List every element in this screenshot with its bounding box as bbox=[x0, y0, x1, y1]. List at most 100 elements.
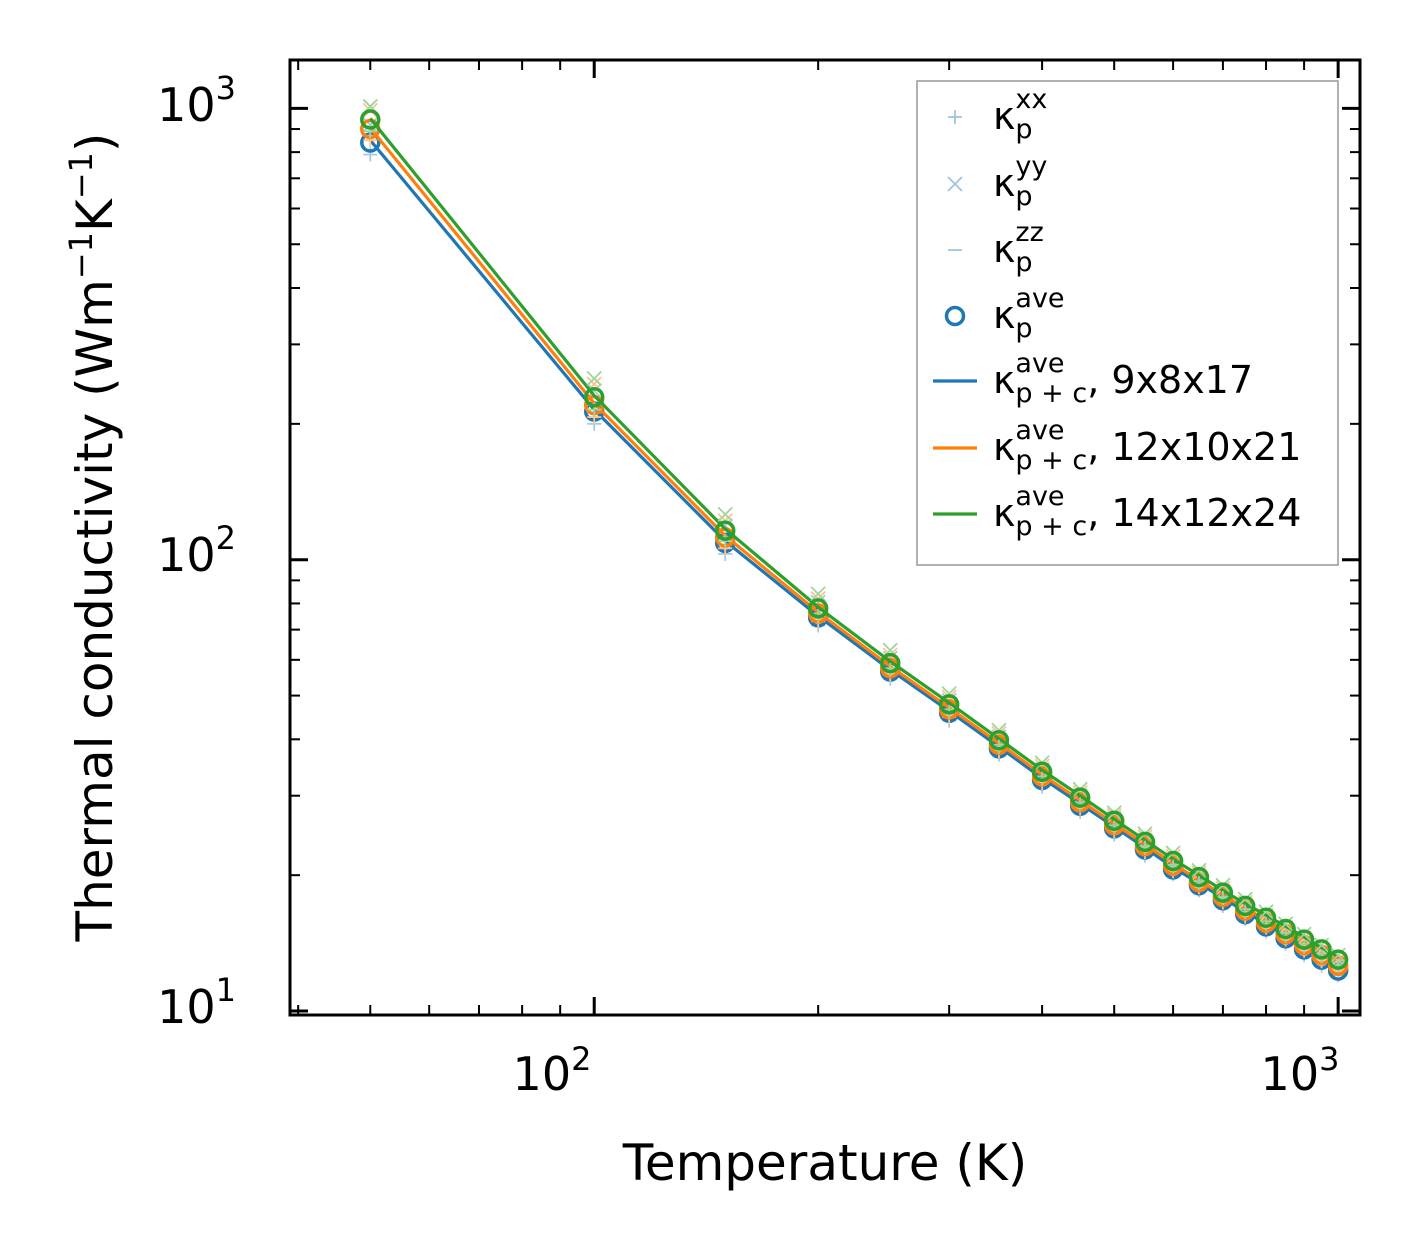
kp-ave-point bbox=[1031, 761, 1053, 782]
legend-entry-0: κpxx bbox=[948, 84, 1047, 145]
kp-ave-point bbox=[1234, 895, 1256, 917]
y-axis-label-end: ) bbox=[66, 133, 124, 153]
axes-frame bbox=[288, 58, 1362, 1017]
kp-ave-point bbox=[938, 694, 960, 715]
series-14x12x24 bbox=[360, 98, 1349, 973]
legend-kappa: κ bbox=[993, 94, 1015, 138]
plot-area bbox=[360, 98, 1349, 983]
kp-ave-point bbox=[714, 520, 736, 541]
x-tick-label-1000-base: 10 bbox=[1261, 1047, 1320, 1101]
y-tick-label-1000: 103 bbox=[157, 69, 236, 132]
legend-label-0: κpxx bbox=[993, 84, 1047, 145]
kp-ave-point bbox=[1311, 939, 1332, 960]
legend-label-1: κpyy bbox=[993, 151, 1047, 212]
kp-ave-point bbox=[988, 730, 1010, 751]
y-axis-label-exp2: −1 bbox=[62, 152, 100, 199]
kpc-ave-line-14x12x24 bbox=[369, 117, 1339, 959]
legend-sub: p bbox=[1015, 313, 1032, 344]
kp-ave-point bbox=[1212, 882, 1234, 903]
y-tick-label-1000-base: 10 bbox=[157, 78, 216, 132]
kp-ave-point bbox=[1188, 866, 1210, 888]
legend-sup: xx bbox=[1015, 84, 1047, 115]
legend-sub: p bbox=[1015, 247, 1032, 278]
kp-ave-point bbox=[1275, 918, 1296, 940]
legend-label-6: κp + cave , 14x12x24 bbox=[993, 481, 1301, 542]
legend-suffix: , 14x12x24 bbox=[1087, 491, 1301, 535]
x-tick-label-1000-exp: 3 bbox=[1319, 1040, 1339, 1078]
legend-label-5: κp + cave , 12x10x21 bbox=[993, 415, 1301, 476]
legend-label-4: κp + cave , 9x8x17 bbox=[993, 348, 1253, 409]
legend-suffix: , 9x8x17 bbox=[1087, 358, 1253, 402]
y-tick-label-100-base: 10 bbox=[157, 528, 216, 582]
legend-sub: p + c bbox=[1015, 445, 1087, 476]
legend-entry-5: κp + cave , 12x10x21 bbox=[933, 415, 1301, 476]
legend-kappa: κ bbox=[993, 293, 1015, 337]
minor-ticks bbox=[290, 60, 1360, 1015]
kp-ave-point bbox=[1134, 831, 1156, 853]
kp-ave-point bbox=[880, 652, 901, 674]
kp-ave-point bbox=[360, 109, 381, 130]
kp-ave-point bbox=[583, 387, 605, 408]
y-tick-label-10-exp: 1 bbox=[216, 971, 236, 1009]
kp-yy-point bbox=[1258, 904, 1274, 920]
legend-label-3: κpave bbox=[993, 283, 1065, 344]
legend-sup: ave bbox=[1015, 283, 1064, 314]
legend-marker-circle bbox=[944, 305, 966, 327]
kp-yy-point bbox=[810, 586, 826, 602]
legend-label-2: κpzz bbox=[993, 217, 1044, 278]
legend-entry-2: κpzz bbox=[948, 217, 1044, 278]
y-tick-label-10: 101 bbox=[157, 971, 236, 1034]
legend-kappa: κ bbox=[993, 425, 1015, 469]
kp-yy-point bbox=[586, 370, 602, 387]
legend-sub: p + c bbox=[1015, 378, 1087, 409]
legend-entry-3: κpave bbox=[944, 283, 1065, 344]
x-tick-label-100: 102 bbox=[513, 1040, 592, 1101]
kp-ave-point bbox=[807, 598, 829, 619]
kp-yy-point bbox=[1277, 916, 1294, 932]
x-tick-label-100-exp: 2 bbox=[571, 1040, 591, 1078]
kp-ave-point bbox=[1069, 787, 1091, 808]
kp-ave-point bbox=[1293, 929, 1315, 950]
legend-kappa: κ bbox=[993, 358, 1015, 402]
x-tick-label-100-base: 10 bbox=[513, 1047, 572, 1101]
kp-ave-point bbox=[1327, 955, 1349, 976]
legend-sup: ave bbox=[1015, 481, 1064, 512]
legend-sup: ave bbox=[1015, 415, 1064, 446]
kp-yy-point bbox=[1330, 947, 1346, 963]
x-tick-label-1000: 103 bbox=[1261, 1040, 1340, 1101]
y-axis-label-exp1: −1 bbox=[62, 232, 100, 279]
legend-sup: yy bbox=[1015, 151, 1047, 182]
legend-kappa: κ bbox=[993, 227, 1015, 271]
y-tick-label-1000-exp: 3 bbox=[216, 69, 236, 107]
kp-ave-point bbox=[1255, 907, 1277, 928]
legend-entry-4: κp + cave , 9x8x17 bbox=[933, 348, 1253, 409]
legend-entry-6: κp + cave , 14x12x24 bbox=[933, 481, 1301, 542]
legend-sub: p bbox=[1015, 181, 1032, 212]
x-axis-label: Temperature (K) bbox=[622, 1134, 1027, 1192]
kp-yy-point bbox=[1296, 926, 1312, 942]
legend-sub: p + c bbox=[1015, 511, 1087, 542]
y-axis-label-base: Thermal conductivity (Wm bbox=[66, 279, 124, 942]
y-axis-label: Thermal conductivity (Wm−1K−1) bbox=[62, 133, 124, 943]
y-tick-label-100: 102 bbox=[157, 519, 236, 582]
legend-marker-x bbox=[947, 176, 963, 192]
legend-kappa: κ bbox=[993, 161, 1015, 205]
legend-sub: p bbox=[1015, 114, 1032, 145]
legend-kappa: κ bbox=[993, 491, 1015, 535]
y-axis-label-mid: K bbox=[66, 198, 124, 232]
major-ticks bbox=[290, 60, 1360, 1015]
legend-sup: zz bbox=[1015, 217, 1043, 248]
kp-yy-point bbox=[717, 506, 733, 523]
kp-ave-point bbox=[1162, 850, 1184, 872]
kp-ave-point bbox=[1327, 949, 1349, 970]
legend-suffix: , 12x10x21 bbox=[1087, 425, 1301, 469]
legend-sup: ave bbox=[1015, 348, 1064, 379]
legend-box bbox=[916, 80, 1339, 566]
y-tick-label-100-exp: 2 bbox=[216, 519, 236, 557]
kpc-ave-line-12x10x21 bbox=[369, 126, 1339, 965]
y-tick-label-10-base: 10 bbox=[157, 980, 216, 1034]
legend-entry-1: κpyy bbox=[947, 151, 1047, 212]
kp-ave-point bbox=[1103, 810, 1125, 832]
